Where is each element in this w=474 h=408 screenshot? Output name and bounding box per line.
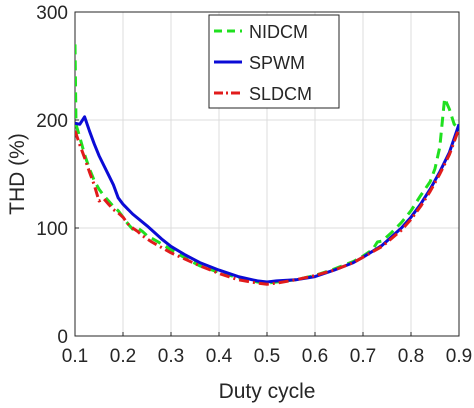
x-tick-label: 0.2 [110, 346, 136, 367]
y-axis-label: THD (%) [6, 133, 29, 215]
y-axis-ticks: 0 100 200 300 [36, 3, 79, 348]
y-tick-label: 300 [36, 3, 68, 24]
x-tick-label: 0.9 [446, 346, 472, 367]
x-tick-label: 0.3 [158, 346, 184, 367]
series-line-sldcm [75, 128, 459, 286]
legend-label-nidcm: NIDCM [249, 22, 308, 42]
x-tick-label: 0.4 [206, 346, 233, 367]
x-axis-label: Duty cycle [219, 380, 316, 403]
x-tick-label: 0.7 [350, 346, 376, 367]
x-tick-label: 0.5 [254, 346, 280, 367]
y-tick-label: 200 [36, 111, 68, 132]
x-axis-ticks: 0.1 0.2 0.3 0.4 0.5 0.6 0.7 0.8 0.9 [62, 332, 472, 367]
x-tick-label: 0.8 [398, 346, 424, 367]
y-tick-label: 0 [57, 327, 68, 348]
x-tick-label: 0.1 [62, 346, 88, 367]
series-line-nidcm [75, 44, 459, 285]
series-layer [75, 44, 459, 286]
legend: NIDCM SPWM SLDCM [208, 14, 340, 109]
legend-label-sldcm: SLDCM [249, 84, 312, 104]
y-tick-label: 100 [36, 219, 68, 240]
x-tick-label: 0.6 [302, 346, 328, 367]
legend-label-spwm: SPWM [249, 53, 305, 73]
